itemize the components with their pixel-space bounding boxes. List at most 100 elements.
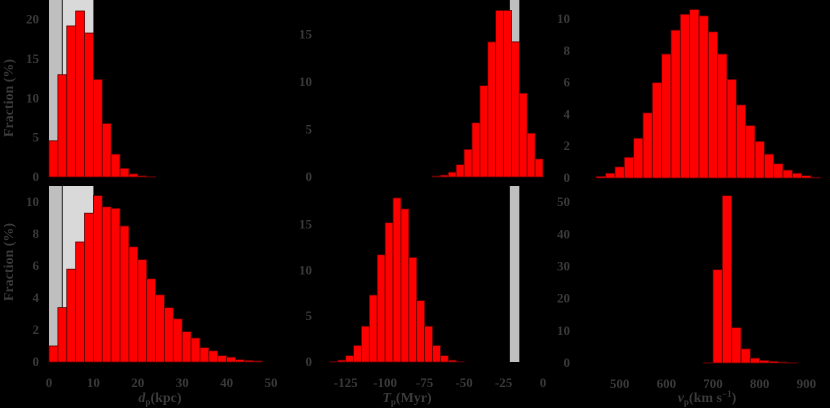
histogram-bar [768,360,779,364]
histogram-bar [93,79,103,178]
histogram-bar [190,337,201,363]
histogram-bar [93,195,103,363]
y-tick-label: 2 [33,322,40,337]
histogram-bar [329,361,339,363]
histogram-bar [717,53,728,179]
histogram-bar [810,176,821,179]
histogram-bar [48,345,59,363]
histogram-bar [661,53,672,179]
histogram-bar [595,176,607,179]
histogram-bar [181,331,192,363]
histogram-bar [777,361,789,364]
x-tick-label: 900 [797,376,817,391]
histogram-bar [243,359,254,363]
histogram-bar [48,140,59,178]
histogram-bar [400,208,410,363]
histogram-bar [368,294,378,363]
histogram-bar [75,10,85,178]
x-tick-label: 40 [220,375,233,390]
x-tick-label: 700 [703,376,723,391]
histogram-bar [84,212,94,363]
histogram-bar [670,29,681,179]
histogram-bar [128,246,139,363]
histogram-bar [721,195,733,364]
histogram-bar [137,175,148,178]
histogram-bar [376,254,386,363]
histogram-bar [384,222,394,363]
histogram-bar [416,300,426,363]
y-tick-label: 15 [299,26,313,41]
histogram-bar [731,327,742,364]
histogram-bar [172,318,183,363]
histogram-bar [726,79,737,179]
histogram-bar [119,225,130,363]
y-tick-label: 10 [26,90,39,105]
y-tick-label: 0 [306,169,313,184]
x-tick-label: 800 [750,376,770,391]
histogram-bar [471,122,481,178]
x-tick-label: 0 [46,375,53,390]
x-tick-label: 10 [87,375,100,390]
histogram-bar [164,307,174,363]
histogram-bar [689,9,700,179]
histogram-bar [495,10,504,178]
y-tick-label: 20 [26,12,39,27]
histogram-bar [712,269,723,364]
x-axis-title-middle: Tp(Myr) [382,391,432,407]
y-tick-label: 0 [564,355,571,370]
histogram-bar [217,355,228,363]
histogram-bar [252,360,263,363]
y-tick-label: 0 [306,354,313,369]
y-tick-label: 40 [557,226,570,241]
histogram-bar [57,74,68,178]
histogram-bar [66,25,77,178]
histogram-bar [455,361,465,363]
histogram-bar [432,175,441,178]
histogram-bar [408,257,418,363]
histogram-bar [782,169,793,179]
histogram-bar [754,141,765,179]
y-tick-label: 0 [564,170,571,185]
histogram-bar [745,125,756,179]
histogram-bar [101,206,112,363]
histogram-bar [137,259,148,363]
histogram-bar [623,156,635,179]
histogram-bar [651,82,663,179]
histogram-bar [787,362,798,364]
x-tick-label: 500 [610,376,630,391]
histogram-bar [735,104,747,179]
histogram-bar [361,325,370,363]
histogram-bar [801,175,812,179]
y-axis-title-top: Fraction (%) [2,59,17,137]
histogram-bar [791,172,803,179]
y-tick-label: 4 [33,290,40,305]
panel-bottom-left: 0 2 4 6 8 10 0 10 20 30 40 50 [26,186,278,390]
y-tick-label: 6 [33,258,40,273]
histogram-bar [614,166,625,179]
histogram-bar [698,15,709,179]
histogram-bar [534,158,544,178]
y-tick-label: 10 [26,194,39,209]
x-tick-label: -125 [334,375,358,390]
histogram-bar [763,153,775,179]
histogram-bar [773,163,784,179]
histogram-bar [392,197,402,363]
panel-top-middle: 0 5 10 15 [299,0,544,184]
panel-top-left: 0 5 10 15 20 [26,0,156,184]
x-tick-label: 600 [657,376,677,391]
histogram-bar [749,357,761,364]
x-tick-label: 30 [176,375,189,390]
x-axis-title-right: vp(km s−1) [678,389,737,407]
histogram-bar [110,153,121,178]
y-tick-label: 8 [564,43,571,58]
histogram-bar [487,41,497,178]
histogram-bar [432,345,441,363]
histogram-bar [199,347,210,363]
y-tick-label: 10 [557,11,570,26]
panel-bottom-right: 0 10 20 30 40 50 500 600 700 800 900 [557,194,816,391]
y-tick-label: 6 [564,75,571,90]
shaded-region [509,186,520,362]
histogram-bar [679,13,691,179]
